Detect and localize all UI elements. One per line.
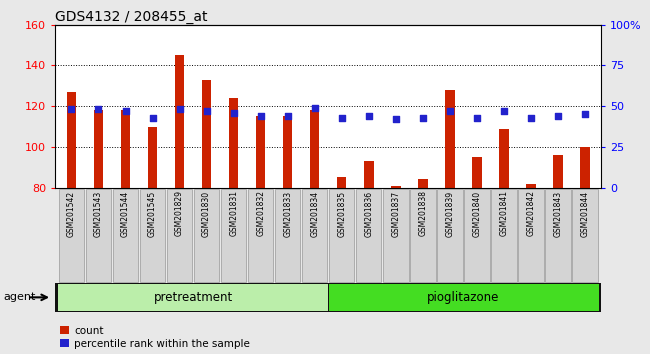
Text: GDS4132 / 208455_at: GDS4132 / 208455_at (55, 10, 208, 24)
Bar (67, 92, 76, 188)
FancyBboxPatch shape (167, 189, 192, 282)
Legend: count, percentile rank within the sample: count, percentile rank within the sample (60, 326, 250, 349)
Text: GSM201838: GSM201838 (419, 190, 427, 236)
Point (552, 113, 563, 119)
Text: GSM201834: GSM201834 (310, 190, 319, 236)
Point (120, 108, 131, 114)
Text: GSM201835: GSM201835 (337, 190, 346, 236)
FancyBboxPatch shape (464, 189, 489, 282)
Point (94, 107, 104, 112)
Point (309, 105, 320, 111)
Point (148, 115, 158, 120)
Bar (499, 129, 509, 188)
Point (202, 108, 212, 114)
Point (445, 108, 455, 114)
Text: GSM201832: GSM201832 (256, 190, 265, 236)
FancyBboxPatch shape (573, 189, 598, 282)
FancyBboxPatch shape (140, 189, 165, 282)
Point (174, 107, 185, 112)
Point (391, 116, 401, 122)
FancyBboxPatch shape (410, 189, 436, 282)
Point (66, 107, 77, 112)
Bar (148, 127, 157, 188)
Point (499, 108, 509, 114)
Point (526, 115, 536, 120)
FancyBboxPatch shape (491, 189, 517, 282)
Bar (121, 110, 130, 188)
Text: GSM201839: GSM201839 (445, 190, 454, 236)
FancyBboxPatch shape (113, 189, 138, 282)
Bar (526, 183, 536, 188)
FancyBboxPatch shape (58, 284, 328, 311)
Point (363, 113, 374, 119)
Text: GSM201844: GSM201844 (580, 190, 590, 236)
Bar (202, 80, 211, 188)
Bar (283, 116, 292, 188)
FancyBboxPatch shape (275, 189, 300, 282)
Point (418, 115, 428, 120)
Text: GSM201544: GSM201544 (121, 190, 130, 237)
Bar (553, 155, 563, 188)
Bar (391, 185, 400, 188)
Text: agent: agent (3, 292, 36, 302)
FancyBboxPatch shape (55, 283, 601, 312)
Bar (229, 98, 239, 188)
Text: GSM201837: GSM201837 (391, 190, 400, 236)
Bar (580, 147, 590, 188)
Text: GSM201842: GSM201842 (526, 190, 536, 236)
Text: GSM201843: GSM201843 (554, 190, 562, 236)
FancyBboxPatch shape (248, 189, 274, 282)
FancyBboxPatch shape (437, 189, 463, 282)
FancyBboxPatch shape (329, 189, 354, 282)
Bar (418, 179, 428, 188)
Bar (364, 161, 374, 188)
FancyBboxPatch shape (329, 284, 599, 311)
FancyBboxPatch shape (356, 189, 382, 282)
Text: pioglitazone: pioglitazone (427, 291, 500, 304)
Text: GSM201833: GSM201833 (283, 190, 292, 236)
FancyBboxPatch shape (518, 189, 543, 282)
Bar (310, 110, 319, 188)
Text: GSM201840: GSM201840 (473, 190, 482, 236)
Text: GSM201836: GSM201836 (364, 190, 373, 236)
Bar (94, 110, 103, 188)
FancyBboxPatch shape (383, 189, 409, 282)
FancyBboxPatch shape (545, 189, 571, 282)
Text: GSM201543: GSM201543 (94, 190, 103, 237)
FancyBboxPatch shape (58, 189, 84, 282)
Bar (472, 157, 482, 188)
Point (472, 115, 482, 120)
FancyBboxPatch shape (194, 189, 219, 282)
Point (255, 113, 266, 119)
Text: GSM201830: GSM201830 (202, 190, 211, 236)
Bar (175, 55, 185, 188)
Point (337, 115, 347, 120)
Point (228, 110, 239, 115)
Text: GSM201841: GSM201841 (499, 190, 508, 236)
Text: GSM201829: GSM201829 (175, 190, 184, 236)
Text: GSM201542: GSM201542 (67, 190, 76, 236)
Point (283, 113, 293, 119)
Text: GSM201831: GSM201831 (229, 190, 238, 236)
Text: pretreatment: pretreatment (153, 291, 233, 304)
FancyBboxPatch shape (221, 189, 246, 282)
Bar (256, 116, 265, 188)
Point (580, 112, 590, 117)
FancyBboxPatch shape (86, 189, 111, 282)
Bar (445, 90, 454, 188)
FancyBboxPatch shape (302, 189, 328, 282)
Text: GSM201545: GSM201545 (148, 190, 157, 237)
Bar (337, 177, 346, 188)
